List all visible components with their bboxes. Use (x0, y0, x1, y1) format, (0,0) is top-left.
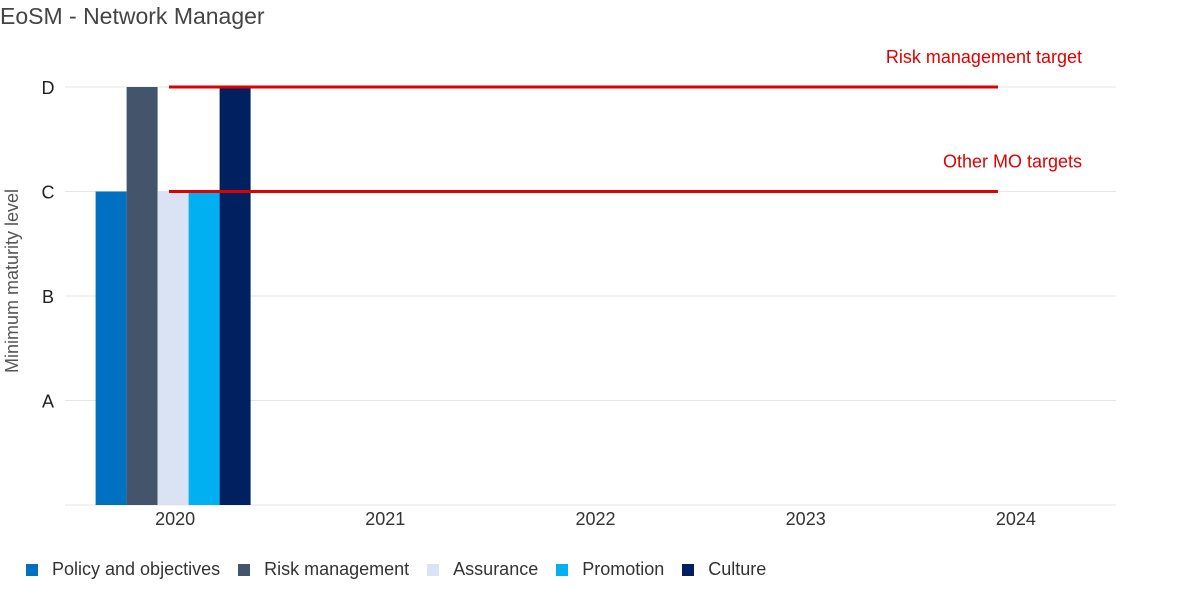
bar (126, 87, 158, 505)
x-tick-label: 2021 (365, 509, 405, 529)
legend-swatch (682, 563, 695, 576)
legend-item: Policy and objectives (26, 559, 220, 580)
x-tick-label: 2024 (996, 509, 1036, 529)
chart-legend: Policy and objectives Risk management Assu… (26, 559, 784, 580)
legend-swatch (238, 563, 251, 576)
legend-label: Risk management (264, 559, 410, 579)
x-tick-label: 2020 (155, 509, 195, 529)
bar (157, 191, 189, 505)
target-line-label: Risk management target (886, 47, 1082, 67)
legend-label: Policy and objectives (52, 559, 221, 579)
bar (188, 191, 220, 505)
x-tick-label: 2022 (575, 509, 615, 529)
chart-title: EoSM - Network Manager (0, 3, 265, 29)
legend-swatch (26, 563, 38, 576)
y-tick-label: D (42, 78, 55, 98)
legend-label: Promotion (582, 559, 665, 579)
legend-swatch (556, 563, 569, 576)
legend-label: Assurance (453, 559, 539, 579)
y-tick-label: B (42, 287, 54, 307)
y-axis-label: Minimum maturity level (2, 189, 22, 373)
legend-item: Assurance (427, 559, 538, 580)
bar (95, 191, 127, 505)
legend-item: Risk management (238, 559, 409, 580)
target-line-label: Other MO targets (943, 152, 1082, 172)
legend-label: Culture (708, 559, 767, 579)
y-tick-label: A (42, 392, 54, 412)
legend-item: Culture (682, 559, 766, 580)
y-tick-label: C (42, 183, 55, 203)
legend-swatch (427, 563, 440, 576)
bar (219, 87, 251, 505)
x-tick-label: 2023 (786, 509, 826, 529)
legend-item: Promotion (556, 559, 664, 580)
